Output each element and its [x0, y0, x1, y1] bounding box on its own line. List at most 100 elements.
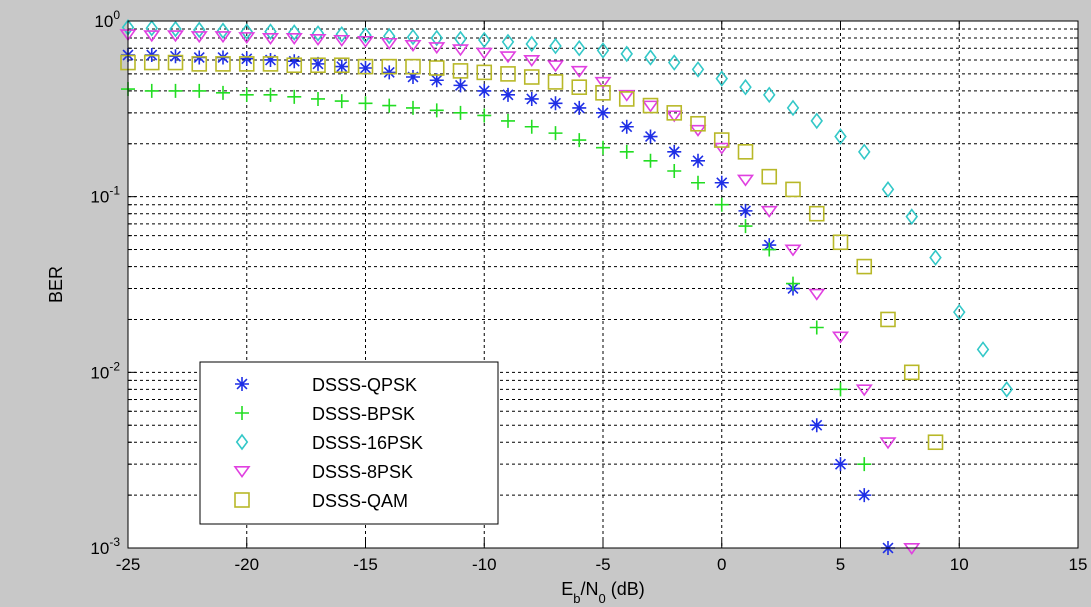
data-point [809, 418, 824, 433]
data-point [691, 175, 705, 190]
x-axis-label-sub-b: b [573, 591, 580, 606]
data-point [454, 30, 467, 48]
data-point [309, 33, 327, 46]
data-point [856, 258, 873, 275]
data-point [240, 23, 253, 40]
y-tick-label: 100 [94, 8, 120, 31]
data-point [953, 303, 966, 321]
data-point [311, 91, 325, 106]
x-tick-label: -25 [116, 555, 141, 574]
x-axis-label-sub-0: 0 [599, 591, 606, 606]
legend-entry: DSSS-BPSK [235, 404, 415, 424]
data-point [382, 65, 397, 80]
data-point [288, 24, 301, 41]
data-point [831, 331, 850, 344]
data-point [238, 32, 256, 45]
data-point [191, 56, 208, 72]
data-point [524, 91, 539, 106]
y-tick-base: 10 [90, 188, 109, 207]
data-point [451, 44, 470, 57]
data-point [263, 87, 278, 102]
data-point [285, 33, 303, 46]
data-point [976, 341, 990, 358]
y-tick-exponent: -2 [109, 359, 120, 373]
data-point [501, 33, 515, 51]
data-point [713, 132, 730, 148]
legend-label: DSSS-QAM [312, 491, 408, 511]
data-point [311, 25, 325, 42]
data-point [618, 89, 636, 102]
x-axis-label: Eb/N0 (dB) [561, 579, 645, 606]
data-point [214, 31, 232, 44]
series-dsss-8psk [119, 29, 921, 555]
data-point [380, 37, 398, 50]
data-point [499, 51, 517, 64]
legend-label: DSSS-16PSK [312, 433, 423, 453]
data-point [571, 79, 588, 95]
data-point [356, 35, 375, 48]
data-point [524, 119, 539, 134]
data-point [501, 113, 515, 128]
y-tick-label: 10-3 [90, 535, 120, 558]
data-point [809, 320, 824, 335]
data-point [620, 45, 633, 63]
data-point [239, 51, 254, 66]
data-point [667, 144, 682, 159]
data-point [596, 105, 610, 120]
data-point [261, 33, 280, 46]
data-point [737, 144, 754, 160]
data-point [572, 100, 587, 115]
data-point [382, 98, 397, 113]
y-tick-base: 10 [90, 363, 109, 382]
data-point [857, 457, 872, 472]
data-point [383, 27, 396, 45]
data-point [786, 276, 800, 291]
data-point [239, 87, 254, 102]
y-axis-label: BER [46, 266, 66, 303]
data-point [666, 105, 683, 121]
data-point [428, 42, 446, 55]
data-point [572, 133, 587, 148]
data-point [736, 174, 755, 187]
legend-label: DSSS-8PSK [312, 462, 413, 482]
data-point [500, 66, 516, 82]
y-tick-exponent: 0 [113, 8, 120, 22]
x-tick-label: -15 [353, 555, 378, 574]
x-tick-label: 0 [717, 555, 726, 574]
legend-entry: DSSS-QPSK [235, 375, 417, 395]
data-point [406, 100, 420, 115]
data-point [879, 437, 897, 450]
data-point [190, 31, 208, 44]
data-point [334, 94, 349, 109]
x-tick-label: 5 [836, 555, 845, 574]
data-point [570, 65, 588, 78]
data-point [1000, 381, 1013, 398]
data-point [810, 112, 823, 130]
data-point [881, 181, 895, 198]
data-point [333, 34, 351, 47]
data-point [381, 58, 398, 75]
data-point [359, 26, 372, 44]
data-point [619, 144, 634, 159]
data-point [691, 61, 705, 78]
data-point [785, 181, 801, 198]
y-tick-label: 10-1 [90, 184, 120, 207]
data-point [833, 382, 848, 397]
data-point [739, 78, 752, 96]
x-tick-label: -20 [234, 555, 259, 574]
legend-entry: DSSS-16PSK [235, 433, 423, 453]
legend-label: DSSS-BPSK [312, 404, 415, 424]
data-point [169, 20, 182, 38]
data-point [855, 384, 873, 397]
data-point [264, 23, 277, 40]
data-point [215, 56, 231, 72]
data-point [857, 488, 872, 503]
legend-label: DSSS-QPSK [312, 375, 417, 395]
data-point [714, 197, 729, 212]
data-point [333, 57, 350, 74]
data-point [547, 74, 564, 90]
data-point [286, 57, 303, 74]
data-point [643, 153, 658, 168]
data-point [573, 39, 586, 57]
data-point [262, 56, 279, 72]
